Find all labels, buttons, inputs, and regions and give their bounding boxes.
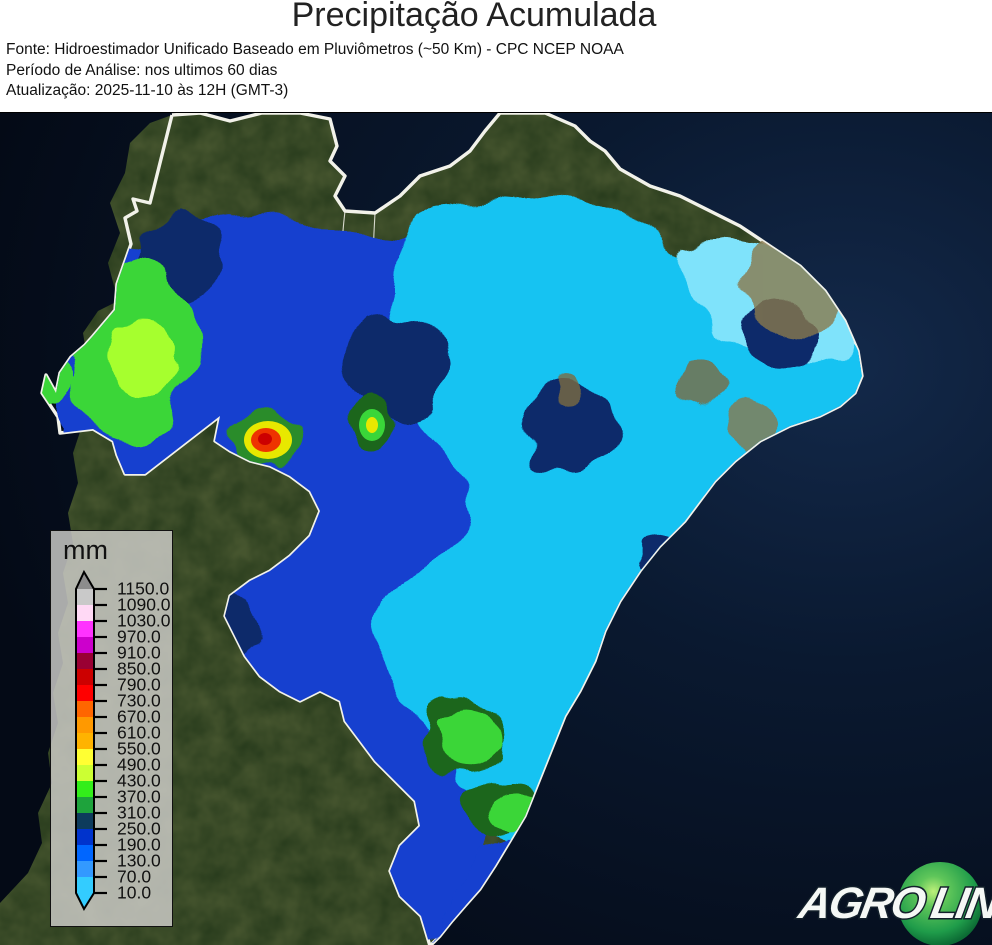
svg-text:AGRO: AGRO <box>794 879 929 928</box>
svg-text:LINK: LINK <box>927 879 992 928</box>
